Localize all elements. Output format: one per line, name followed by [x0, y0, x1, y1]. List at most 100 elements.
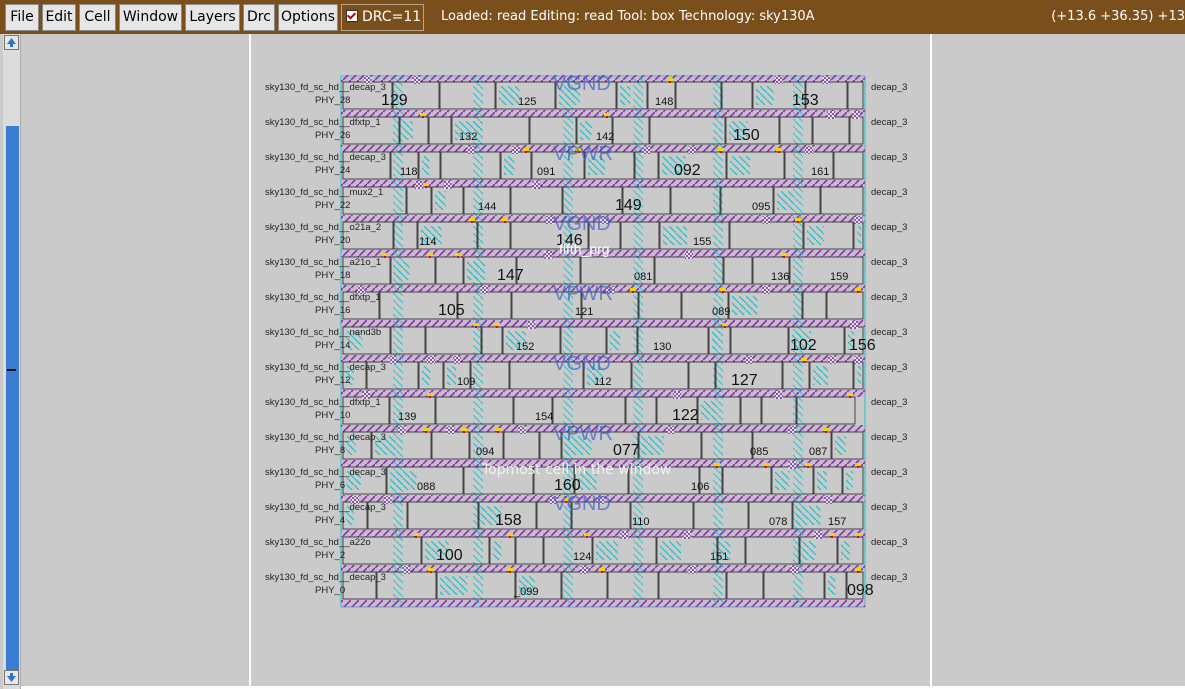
row-cell-label: sky130_fd_sc_hd__o21a_2	[265, 222, 381, 233]
std-cell	[561, 431, 639, 460]
menu-layers[interactable]: Layers	[185, 4, 240, 31]
std-cell	[782, 361, 810, 390]
std-cell	[552, 396, 626, 425]
pin-marker	[455, 253, 461, 256]
right-cell-label: decap_3	[871, 292, 907, 303]
cell-number-label: 151	[710, 551, 728, 563]
cell-number-label: 102	[790, 337, 817, 354]
drc-error-marker	[475, 326, 477, 328]
row-cell-label: sky130_fd_sc_hd__nand3b	[265, 327, 381, 338]
right-cell-label: decap_3	[871, 537, 907, 548]
pin-marker	[502, 218, 508, 221]
power-rail	[341, 390, 865, 397]
cell-number-label: 157	[828, 516, 846, 528]
drc-error-marker	[429, 256, 431, 258]
cell-labels: sky130_fd_sc_hd__decap_3PHY_28decap_3sky…	[265, 73, 907, 599]
via-contact	[775, 391, 783, 399]
cell-number-label: 159	[830, 271, 848, 283]
right-cell-label: decap_3	[871, 327, 907, 338]
std-cell	[531, 151, 585, 180]
via-contact	[854, 356, 863, 364]
std-cell	[745, 536, 800, 565]
std-cell	[495, 81, 556, 110]
rail-name-label: VPWR	[553, 283, 613, 305]
cell-number-label: 114	[419, 236, 437, 248]
local-interconnect	[730, 156, 750, 175]
local-interconnect	[857, 366, 861, 385]
menu-edit[interactable]: Edit	[42, 4, 76, 31]
std-cell	[752, 256, 790, 285]
std-cell	[407, 501, 479, 530]
std-cell	[846, 571, 864, 600]
local-interconnect	[422, 366, 431, 385]
drc-error-marker	[578, 151, 580, 153]
status-text: Loaded: read Editing: read Tool: box Tec…	[441, 9, 815, 24]
power-rail	[341, 180, 865, 187]
menu-file[interactable]: File	[5, 4, 39, 31]
cursor-coordinates: (+13.6 +36.35) +13	[1051, 9, 1185, 24]
drc-error-marker	[415, 536, 417, 538]
vertical-scrollbar[interactable]	[3, 34, 21, 689]
local-interconnect	[559, 86, 580, 105]
std-cell	[576, 116, 613, 145]
local-interconnect	[777, 191, 794, 210]
std-cell	[342, 116, 400, 145]
menu-options[interactable]: Options	[278, 4, 338, 31]
std-cell	[389, 396, 436, 425]
via-contact	[827, 356, 836, 364]
pin-marker	[855, 568, 861, 571]
rail-name-label: VGND	[553, 353, 611, 375]
pin-marker	[855, 288, 861, 291]
drc-error-marker	[807, 466, 809, 468]
drc-label: DRC=11	[362, 9, 422, 25]
drc-toggle[interactable]: DRC=11	[341, 4, 424, 31]
drc-error-marker	[525, 151, 527, 153]
std-cell	[583, 361, 632, 390]
drc-error-marker	[430, 571, 432, 573]
cell-number-label: 124	[573, 551, 591, 563]
local-interconnect	[596, 541, 619, 560]
cell-number-label: 094	[476, 446, 494, 458]
right-cell-label: decap_3	[871, 397, 907, 408]
right-cell-label: decap_3	[871, 432, 907, 443]
local-interconnect	[346, 436, 356, 455]
via-contact	[775, 76, 783, 84]
pin-marker	[428, 568, 434, 571]
drc-error-marker	[425, 186, 427, 188]
menu-cell[interactable]: Cell	[79, 4, 116, 31]
std-cell	[555, 81, 617, 110]
local-interconnect	[425, 541, 449, 560]
cell-number-label: 118	[400, 166, 418, 178]
phy-label: PHY_6	[315, 480, 345, 491]
drc-checkbox[interactable]	[346, 10, 358, 22]
std-cell	[842, 466, 864, 495]
pin-marker	[473, 323, 479, 326]
standard-cells	[342, 76, 864, 600]
cell-number-label: 077	[613, 442, 640, 459]
pin-marker	[507, 568, 513, 571]
scrollbar-thumb[interactable]	[6, 126, 19, 673]
pin-marker	[855, 463, 861, 466]
std-cell	[560, 326, 607, 355]
via-contact	[466, 146, 475, 154]
cell-number-label: 078	[769, 516, 787, 528]
pin-marker	[714, 463, 720, 466]
local-interconnect	[565, 436, 592, 455]
menu-window[interactable]: Window	[119, 4, 182, 31]
drc-error-marker	[384, 256, 386, 258]
menu-drc[interactable]: Drc	[243, 4, 275, 31]
right-cell-label: decap_3	[871, 82, 907, 93]
arrow-up-icon[interactable]	[4, 35, 19, 51]
local-interconnect	[857, 226, 861, 245]
std-cell	[425, 326, 482, 355]
local-interconnect	[610, 331, 621, 350]
layout-canvas[interactable]: sky130_fd_sc_hd__decap_3 PHY_28 decap_3 sky…	[21, 34, 1185, 689]
std-cell	[435, 396, 514, 425]
cell-number-label: 139	[398, 411, 416, 423]
arrow-down-icon[interactable]	[4, 670, 19, 686]
local-interconnect	[390, 471, 417, 490]
right-cell-label: decap_3	[871, 187, 907, 198]
cell-number-label: 156	[849, 337, 876, 354]
drc-error-marker	[797, 221, 799, 223]
std-cell	[675, 81, 722, 110]
